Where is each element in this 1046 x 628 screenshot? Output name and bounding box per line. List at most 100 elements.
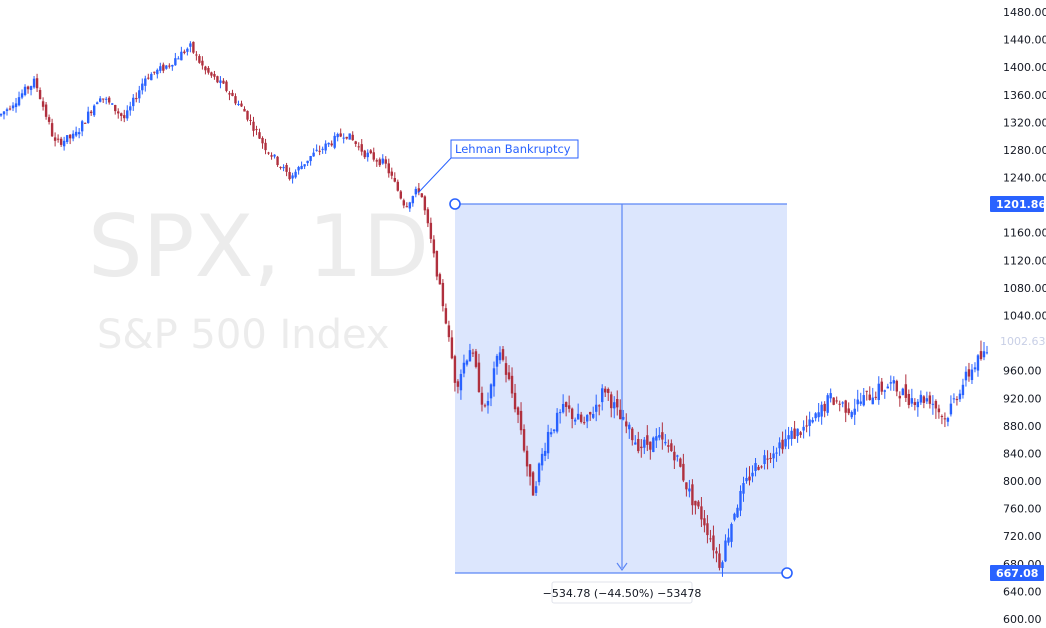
candle-body: [68, 134, 72, 139]
candle-body: [435, 250, 439, 277]
candle-body: [865, 390, 868, 392]
candle-body: [180, 51, 183, 61]
candle-body: [429, 222, 433, 239]
candle-body: [784, 438, 787, 447]
candle-body: [862, 395, 865, 406]
candle-body: [976, 355, 980, 371]
candle-body: [628, 424, 631, 430]
candle-body: [426, 209, 430, 224]
candle-body: [721, 562, 724, 569]
candle-body: [718, 553, 721, 568]
candle-body: [504, 363, 508, 375]
candle-body: [670, 443, 673, 452]
candle-body: [102, 98, 105, 100]
candle-body: [955, 399, 959, 401]
candle-body: [697, 501, 700, 507]
candle-body: [522, 429, 526, 451]
candle-body: [120, 113, 123, 116]
candle-body: [874, 396, 877, 398]
candle-body: [946, 418, 950, 422]
candle-body: [832, 397, 835, 405]
candle-body: [643, 439, 646, 448]
candle-body: [420, 193, 424, 198]
candle-body: [598, 405, 601, 407]
candle-body: [56, 138, 60, 140]
candle-body: [168, 65, 171, 67]
candle-body: [261, 137, 264, 144]
candle-body: [582, 422, 586, 424]
candle-body: [958, 393, 962, 400]
candle-body: [390, 171, 393, 176]
candle-body: [534, 486, 538, 493]
candle-body: [342, 137, 345, 139]
candle-body: [546, 431, 550, 454]
candle-body: [787, 435, 790, 440]
candle-body: [5, 109, 9, 112]
candle-body: [459, 373, 463, 391]
candle-body: [405, 206, 409, 208]
candle-body: [450, 337, 454, 359]
candle-body: [50, 123, 54, 137]
candle-body: [35, 78, 39, 89]
candle-body: [498, 352, 502, 361]
candle-body: [528, 464, 532, 477]
candle-body: [703, 518, 706, 526]
candle-body: [895, 380, 899, 392]
candle-body: [480, 392, 484, 405]
measure-end-handle[interactable]: [781, 567, 793, 579]
callout-label: Lehman Bankruptcy: [455, 142, 571, 156]
candle-body: [195, 54, 198, 56]
price-tick-label: 1280.00: [1003, 144, 1046, 157]
candle-body: [71, 133, 75, 139]
candle-body: [270, 155, 273, 157]
candle-body: [144, 78, 147, 86]
lehman-callout[interactable]: Lehman Bankruptcy: [417, 139, 579, 194]
candle-body: [186, 48, 189, 52]
candle-body: [928, 395, 932, 404]
candle-body: [576, 413, 580, 420]
measure-start-handle[interactable]: [449, 198, 461, 210]
measure-range-box[interactable]: [455, 203, 787, 573]
candle-body: [853, 408, 856, 415]
candle-body: [567, 405, 571, 409]
price-tick-label: 960.00: [1003, 365, 1042, 378]
candle-body: [92, 105, 96, 116]
candle-body: [267, 152, 270, 154]
candle-body: [492, 368, 496, 387]
callout-box[interactable]: [450, 139, 579, 159]
candle-body: [351, 134, 354, 141]
candle-body: [561, 403, 565, 413]
callout-leader-line: [417, 156, 453, 194]
candle-body: [625, 421, 628, 427]
candle-body: [607, 389, 610, 393]
price-tick-label: 720.00: [1003, 530, 1042, 543]
watermark-symbol: SPX, 1D: [88, 197, 429, 297]
candle-body: [682, 463, 685, 481]
candle-body: [198, 56, 201, 63]
candle-body: [23, 86, 27, 95]
candle-body: [916, 401, 920, 408]
candle-body: [249, 119, 252, 121]
candle-body: [465, 360, 469, 365]
candle-body: [8, 108, 12, 110]
candle-body: [673, 451, 676, 461]
candle-body: [444, 308, 448, 324]
candle-body: [17, 97, 21, 106]
candle-body: [363, 150, 366, 158]
candle-body: [970, 369, 974, 381]
candle-body: [354, 141, 357, 145]
candle-body: [519, 410, 523, 431]
candle-body: [477, 362, 481, 393]
candle-body: [748, 476, 751, 481]
candle-body: [0, 113, 3, 116]
price-axis[interactable]: [988, 0, 1046, 628]
price-tick-label: 1040.00: [1003, 310, 1046, 323]
measure-tool[interactable]: [449, 198, 793, 579]
candle-body: [754, 463, 757, 471]
candle-body: [423, 196, 427, 211]
candle-body: [65, 135, 69, 142]
candle-body: [83, 122, 87, 124]
candle-body: [790, 430, 793, 439]
candle-body: [931, 403, 935, 405]
